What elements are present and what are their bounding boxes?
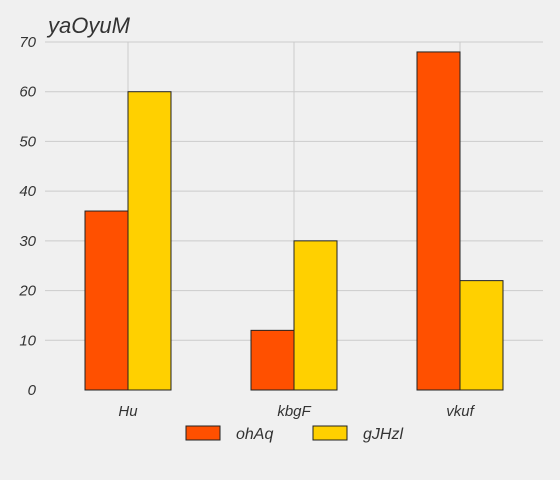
y-tick-label: 20 [18,283,36,300]
bar-gJHzl-vkuf [459,280,504,391]
y-tick-label: 30 [19,233,36,250]
x-tick-label: Hu [118,403,138,420]
legend-label-ohAq: ohAq [236,426,273,443]
bars-layer [84,51,504,391]
bar-ohAq-vkuf [416,51,461,391]
bar-gJHzl-kbgF [293,240,338,391]
y-tick-label: 40 [19,183,36,200]
legend: ohAq gJHzl [185,425,403,443]
y-tick-label: 50 [19,133,36,150]
bar-ohAq-kbgF [250,329,295,391]
legend-swatch-ohAq [185,425,221,441]
y-tick-label: 60 [19,84,36,101]
y-axis-ticks: 0 10 20 30 40 50 60 70 [18,34,36,399]
y-tick-label: 10 [19,332,36,349]
x-tick-label: vkuf [446,403,475,420]
y-tick-label: 0 [28,382,37,399]
x-axis-ticks: Hu kbgF vkuf [118,403,475,420]
chart-title: yaOyuM [46,13,131,38]
bar-ohAq-Hu [84,210,129,391]
bar-gJHzl-Hu [127,91,172,391]
legend-swatch-gJHzl [312,425,348,441]
x-tick-label: kbgF [277,403,311,420]
legend-label-gJHzl: gJHzl [363,426,403,443]
y-tick-label: 70 [19,34,36,51]
